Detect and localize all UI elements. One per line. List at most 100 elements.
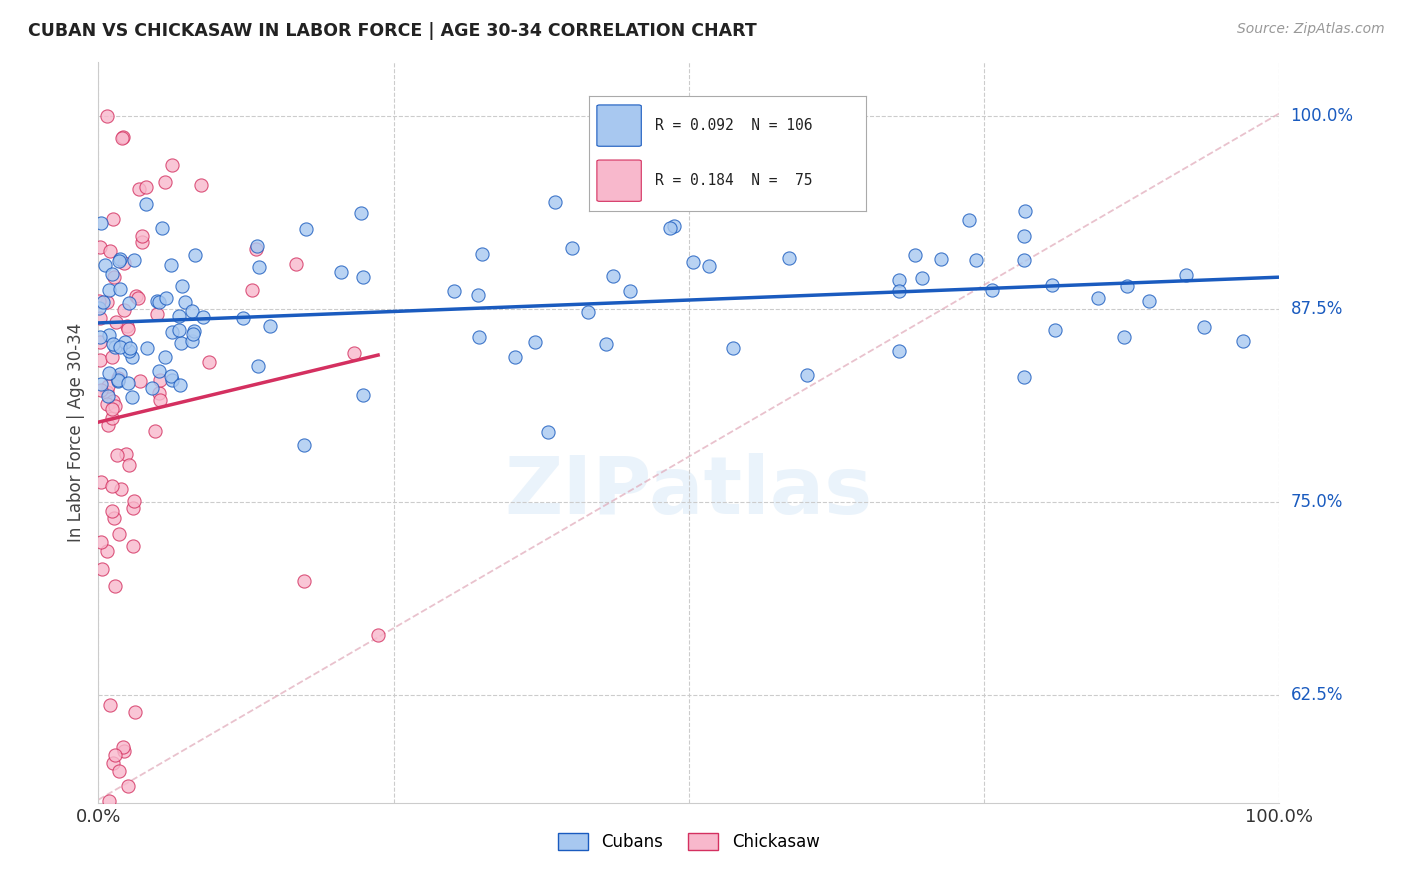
Point — [778, 251, 800, 265]
Point — [90, 475, 112, 490]
Point — [97, 327, 120, 342]
Point — [114, 744, 136, 758]
Point — [110, 482, 132, 496]
Point — [240, 283, 263, 297]
Point — [160, 258, 183, 272]
Point — [576, 305, 599, 319]
Point — [90, 562, 112, 576]
Point — [101, 401, 124, 416]
Point — [89, 353, 111, 368]
Point — [1087, 291, 1109, 305]
Text: Source: ZipAtlas.com: Source: ZipAtlas.com — [1237, 22, 1385, 37]
Point — [292, 438, 315, 452]
Point — [141, 380, 163, 394]
Point — [128, 181, 150, 195]
Point — [246, 359, 269, 373]
Point — [259, 319, 281, 334]
Point — [887, 273, 910, 287]
Point — [167, 310, 190, 324]
Point — [103, 211, 125, 226]
Point — [117, 344, 139, 359]
Point — [98, 366, 121, 380]
Point — [89, 330, 111, 344]
Point — [929, 252, 952, 267]
Point — [1232, 334, 1254, 349]
Point — [135, 180, 157, 194]
Point — [89, 293, 111, 308]
Point — [1045, 322, 1067, 336]
Point — [90, 384, 112, 398]
Point — [155, 175, 177, 189]
Point — [181, 327, 204, 342]
Point — [595, 336, 617, 351]
Point — [1192, 319, 1215, 334]
Point — [101, 337, 124, 351]
Legend: Cubans, Chickasaw: Cubans, Chickasaw — [551, 826, 827, 857]
Point — [101, 393, 124, 408]
Point — [121, 501, 143, 516]
Point — [107, 371, 129, 385]
Point — [887, 284, 910, 298]
Point — [170, 279, 193, 293]
Point — [1137, 294, 1160, 309]
Point — [107, 374, 129, 388]
Point — [148, 386, 170, 401]
Point — [101, 479, 124, 493]
Point — [98, 794, 121, 808]
Point — [110, 252, 132, 266]
Point — [103, 510, 125, 524]
Point — [155, 291, 177, 305]
Point — [523, 335, 546, 350]
Point — [96, 397, 118, 411]
Point — [89, 240, 111, 254]
Point — [97, 389, 120, 403]
Point — [90, 216, 112, 230]
Point — [108, 282, 131, 296]
Point — [96, 295, 118, 310]
Point — [468, 330, 491, 344]
Point — [117, 376, 139, 391]
Text: 75.0%: 75.0% — [1291, 493, 1343, 511]
Point — [1175, 268, 1198, 283]
Point — [111, 130, 134, 145]
Point — [148, 373, 170, 387]
Text: 100.0%: 100.0% — [1291, 107, 1354, 126]
Point — [981, 283, 1004, 297]
Point — [94, 258, 117, 272]
Point — [100, 410, 122, 425]
Point — [181, 334, 204, 348]
Point — [121, 539, 143, 553]
Point — [107, 373, 129, 387]
Point — [155, 350, 177, 364]
Point — [1114, 330, 1136, 344]
Point — [90, 377, 112, 392]
Point — [98, 698, 121, 713]
Point — [150, 220, 173, 235]
Point — [104, 748, 127, 763]
Point — [1116, 279, 1139, 293]
Point — [505, 350, 527, 364]
Point — [246, 238, 269, 252]
Point — [173, 295, 195, 310]
Text: ZIPatlas: ZIPatlas — [505, 453, 873, 531]
Point — [103, 270, 125, 285]
Point — [198, 355, 221, 369]
Point — [98, 283, 121, 297]
Point — [115, 318, 138, 333]
Point — [115, 446, 138, 460]
Point — [904, 248, 927, 262]
Point — [169, 323, 191, 337]
Point — [114, 334, 136, 349]
Point — [723, 341, 745, 355]
Point — [367, 628, 389, 642]
Point — [104, 314, 127, 328]
Point — [602, 268, 624, 283]
Point — [146, 294, 169, 309]
Point — [148, 294, 170, 309]
Point — [101, 350, 124, 364]
Point — [90, 534, 112, 549]
Point — [193, 310, 215, 325]
Point — [129, 374, 152, 388]
Point — [89, 311, 111, 326]
Point — [104, 340, 127, 354]
